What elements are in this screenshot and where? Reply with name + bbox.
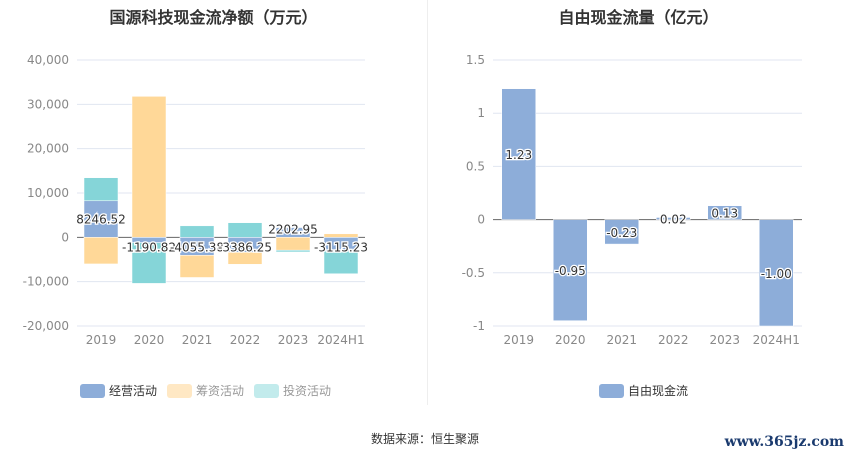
- y-tick-label: -20,000: [23, 319, 69, 333]
- x-tick-label: 2024H1: [753, 333, 800, 347]
- y-tick-label: -1: [473, 319, 485, 333]
- data-label: 2202.95: [268, 222, 318, 236]
- left-chart-title: 国源科技现金流净额（万元）: [109, 8, 318, 27]
- x-tick-label: 2024H1: [317, 333, 364, 347]
- bar-自由现金流: [604, 219, 639, 245]
- data-source: 数据来源：恒生聚源: [370, 432, 479, 446]
- bar-投资活动: [227, 222, 263, 238]
- bar-经营活动: [83, 200, 119, 238]
- y-tick-label: 40,000: [27, 53, 69, 67]
- y-tick-label: 10,000: [27, 186, 69, 200]
- y-tick-label: 1: [477, 106, 485, 120]
- bar-自由现金流: [501, 88, 536, 220]
- bar-投资活动: [323, 250, 359, 275]
- watermark: www.365jz.com: [724, 434, 844, 450]
- data-label: -3386.25: [218, 240, 272, 254]
- x-tick-label: 2022: [230, 333, 261, 347]
- bar-筹资活动: [131, 96, 167, 238]
- y-tick-label: 0: [477, 213, 485, 227]
- data-label: -0.95: [555, 264, 586, 278]
- x-tick-label: 2021: [182, 333, 213, 347]
- bar-筹资活动: [227, 252, 263, 265]
- bar-筹资活动: [179, 255, 215, 278]
- legend-label: 经营活动: [109, 384, 158, 398]
- data-label: -0.23: [606, 226, 637, 240]
- legend-label: 投资活动: [283, 384, 332, 398]
- divider: [427, 0, 428, 405]
- legend-swatch: [254, 383, 280, 398]
- y-tick-label: 1.5: [466, 53, 485, 67]
- x-tick-label: 2023: [709, 333, 740, 347]
- data-label: -1.00: [761, 267, 792, 281]
- legend-label: 筹资活动: [196, 384, 245, 398]
- right-chart-title: 自由现金流量（亿元）: [558, 8, 719, 27]
- x-tick-label: 2020: [555, 333, 586, 347]
- bar-投资活动: [131, 242, 167, 284]
- legend-item-operating[interactable]: 经营活动: [80, 382, 157, 399]
- bar-自由现金流: [707, 205, 742, 220]
- y-tick-label: 0.5: [466, 159, 485, 173]
- x-tick-label: 2022: [658, 333, 689, 347]
- y-tick-label: 30,000: [27, 97, 69, 111]
- data-label: -1190.82: [122, 240, 176, 254]
- bar-投资活动: [83, 177, 119, 202]
- x-tick-label: 2019: [503, 333, 534, 347]
- data-label: -4055.38: [170, 240, 224, 254]
- legend-swatch: [599, 383, 624, 398]
- bar-投资活动: [179, 225, 215, 238]
- bar-自由现金流: [553, 219, 588, 321]
- legend-swatch: [167, 383, 193, 398]
- bar-自由现金流: [759, 219, 794, 327]
- legend-item-financing[interactable]: 筹资活动: [167, 382, 244, 399]
- data-label: 1.23: [505, 148, 532, 162]
- data-label: 0.13: [711, 207, 738, 221]
- legend-item-fcf[interactable]: 自由现金流: [599, 382, 688, 399]
- x-tick-label: 2021: [606, 333, 637, 347]
- data-label: -3115.23: [314, 240, 368, 254]
- bar-筹资活动: [275, 237, 311, 251]
- data-label: 0.02: [660, 213, 687, 227]
- x-tick-label: 2019: [86, 333, 117, 347]
- y-tick-label: -0.5: [462, 266, 485, 280]
- data-label: 8246.52: [76, 212, 126, 226]
- right-legend: 自由现金流: [599, 382, 688, 399]
- y-tick-label: -10,000: [23, 275, 69, 289]
- y-tick-label: 20,000: [27, 142, 69, 156]
- bar-筹资活动: [83, 237, 119, 265]
- legend-swatch: [80, 383, 105, 398]
- legend-item-investing[interactable]: 投资活动: [254, 382, 331, 399]
- x-tick-label: 2020: [134, 333, 165, 347]
- y-tick-label: 0: [61, 230, 69, 244]
- bar-自由现金流: [656, 217, 691, 220]
- x-tick-label: 2023: [278, 333, 309, 347]
- bar-投资活动: [275, 249, 311, 253]
- bar-筹资活动: [323, 233, 359, 238]
- legend-label: 自由现金流: [628, 384, 689, 398]
- left-legend: 经营活动 筹资活动 投资活动: [80, 382, 331, 399]
